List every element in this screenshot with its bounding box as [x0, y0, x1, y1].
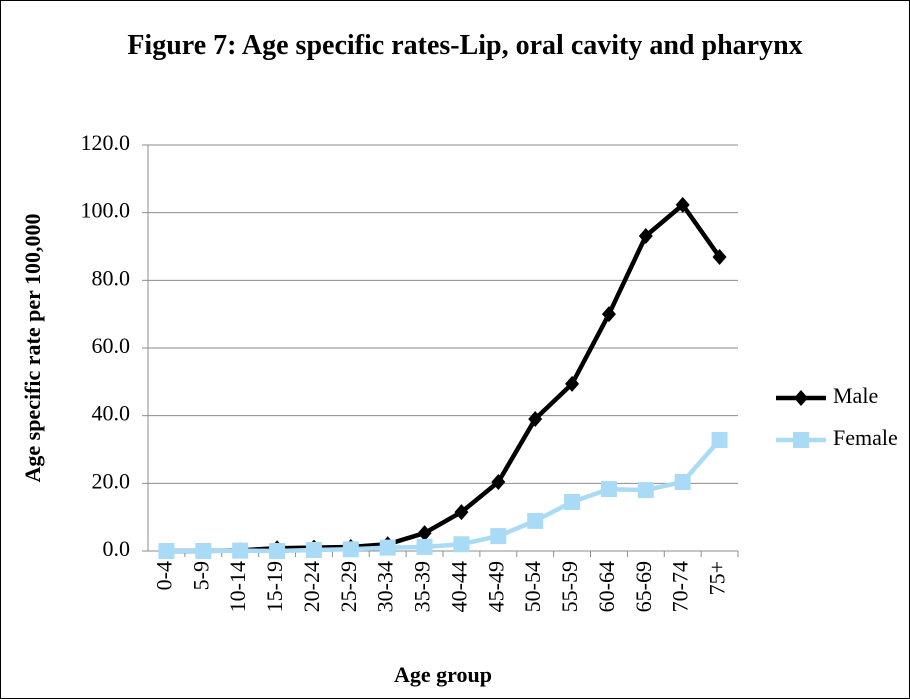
marker — [675, 196, 690, 213]
marker — [711, 432, 728, 449]
marker — [565, 375, 580, 392]
marker — [416, 538, 433, 555]
marker — [453, 536, 470, 553]
marker — [637, 482, 654, 499]
y-tick-label: 0.0 — [103, 536, 131, 561]
marker — [601, 306, 616, 323]
marker — [269, 543, 286, 559]
legend-label: Female — [833, 425, 898, 450]
x-tick-label: 65-69 — [631, 561, 656, 612]
x-tick-label: 5-9 — [188, 561, 213, 590]
marker — [564, 493, 581, 510]
x-tick-label: 50-54 — [520, 561, 545, 612]
x-tick-label: 75+ — [705, 561, 730, 595]
x-tick-label: 10-14 — [225, 561, 250, 612]
y-tick-label: 20.0 — [92, 468, 131, 493]
series-line — [166, 438, 722, 554]
x-tick-label: 70-74 — [668, 561, 693, 612]
marker — [454, 504, 469, 521]
marker — [342, 541, 359, 558]
x-tick-label: 60-64 — [594, 561, 619, 612]
y-tick-label: 60.0 — [92, 333, 131, 358]
marker — [417, 525, 432, 542]
marker — [379, 539, 396, 556]
y-axis-label: Age specific rate per 100,000 — [20, 213, 45, 482]
y-tick-label: 120.0 — [81, 130, 131, 155]
series-line — [166, 202, 722, 554]
x-tick-label: 45-49 — [483, 561, 508, 612]
marker — [793, 432, 809, 448]
marker — [638, 228, 653, 245]
y-tick-label: 80.0 — [92, 265, 131, 290]
x-tick-label: 15-19 — [262, 561, 287, 612]
x-tick-label: 20-24 — [299, 561, 324, 612]
marker — [195, 543, 212, 559]
x-tick-label: 40-44 — [446, 561, 471, 612]
y-tick-label: 40.0 — [92, 401, 131, 426]
marker — [232, 542, 249, 559]
marker — [490, 528, 507, 545]
marker — [674, 473, 691, 490]
chart-title: Figure 7: Age specific rates-Lip, oral c… — [127, 30, 803, 61]
marker — [158, 543, 175, 559]
x-tick-label: 55-59 — [557, 561, 582, 612]
x-tick-label: 30-34 — [373, 561, 398, 612]
y-tick-label: 100.0 — [81, 198, 131, 223]
marker — [712, 248, 727, 265]
marker — [305, 541, 322, 558]
marker — [794, 390, 808, 406]
marker — [491, 473, 506, 490]
marker — [527, 512, 544, 529]
x-axis-label: Age group — [394, 662, 492, 687]
x-tick-label: 25-29 — [336, 561, 361, 612]
marker — [600, 481, 617, 498]
marker — [528, 411, 543, 428]
x-tick-label: 0-4 — [151, 561, 176, 590]
x-tick-label: 35-39 — [410, 561, 435, 612]
legend-label: Male — [833, 383, 878, 408]
